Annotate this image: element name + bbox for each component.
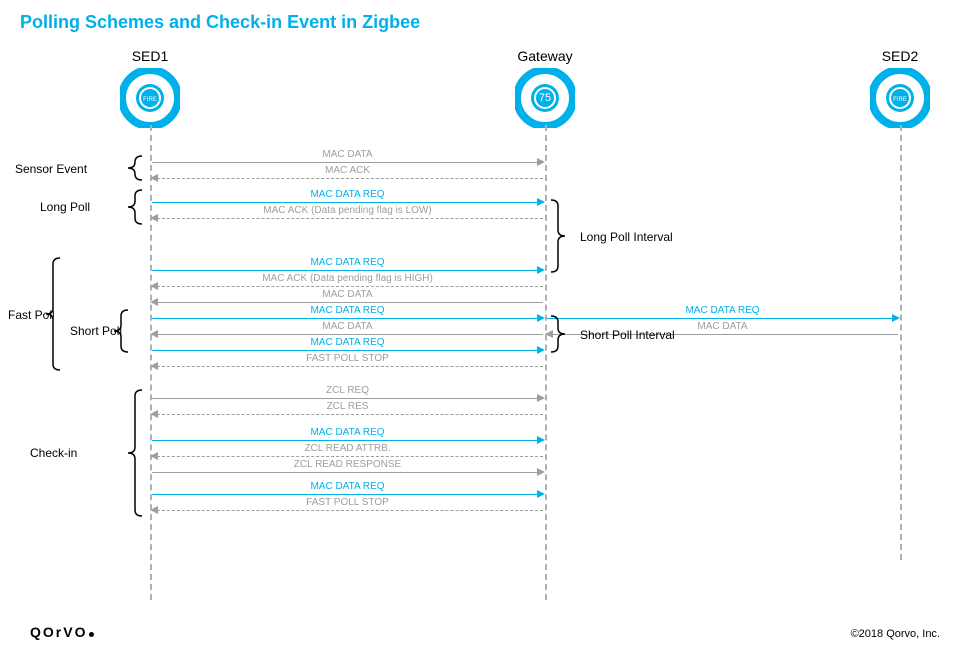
message: FAST POLL STOP [150,366,545,367]
page-title: Polling Schemes and Check-in Event in Zi… [20,12,420,33]
message: MAC DATA REQ [150,494,545,495]
brace-label: Short Poll Interval [580,328,675,342]
copyright-text: ©2018 Qorvo, Inc. [851,628,940,640]
message-label: MAC ACK (Data pending flag is HIGH) [262,273,433,284]
sed2-icon: FIRE [870,68,930,133]
message: FAST POLL STOP [150,510,545,511]
message-label: MAC DATA REQ [310,189,384,200]
entity-sed1-label: SED1 [132,48,169,64]
sed1-icon: FIRE [120,68,180,133]
message-label: MAC ACK (Data pending flag is LOW) [263,205,431,216]
svg-text:FIRE: FIRE [893,97,907,103]
message: MAC DATA REQ [545,318,900,319]
message-label: MAC DATA REQ [685,305,759,316]
message: MAC DATA REQ [150,440,545,441]
message-label: ZCL REQ [326,385,369,396]
lifeline-gateway [545,125,547,600]
message: ZCL READ RESPONSE [150,472,545,473]
brace-label: Long Poll [40,200,90,214]
message: ZCL RES [150,414,545,415]
message: MAC DATA REQ [150,270,545,271]
brace-label: Short Poll [70,324,122,338]
message: MAC DATA REQ [150,350,545,351]
message-label: MAC ACK [325,165,370,176]
brace-label: Check-in [30,446,77,460]
message-label: MAC DATA [322,321,372,332]
message: MAC DATA [150,302,545,303]
message-label: MAC DATA REQ [310,257,384,268]
message: MAC ACK (Data pending flag is HIGH) [150,286,545,287]
message: MAC DATA [150,334,545,335]
message-label: MAC DATA [322,149,372,160]
message: MAC DATA [150,162,545,163]
brace-label: Fast Poll [8,308,55,322]
message-label: ZCL RES [327,401,369,412]
message: MAC DATA REQ [150,202,545,203]
message: MAC DATA REQ [150,318,545,319]
message-label: ZCL READ RESPONSE [294,459,401,470]
message: ZCL REQ [150,398,545,399]
brace-label: Sensor Event [15,162,87,176]
message: ZCL READ ATTRB. [150,456,545,457]
logo-text: QOrVO [30,624,94,640]
message-label: FAST POLL STOP [306,497,389,508]
entity-sed2-label: SED2 [882,48,919,64]
svg-text:75: 75 [539,92,551,104]
message-label: MAC DATA [322,289,372,300]
message-label: FAST POLL STOP [306,353,389,364]
message-label: MAC DATA REQ [310,427,384,438]
brace-label: Long Poll Interval [580,230,673,244]
lifeline-sed2 [900,125,902,560]
message: MAC ACK [150,178,545,179]
message: MAC ACK (Data pending flag is LOW) [150,218,545,219]
svg-text:FIRE: FIRE [143,97,157,103]
entity-gateway-label: Gateway [517,48,572,64]
gateway-icon: 75 [515,68,575,133]
message-label: MAC DATA REQ [310,481,384,492]
message-label: MAC DATA REQ [310,305,384,316]
message-label: MAC DATA REQ [310,337,384,348]
message-label: MAC DATA [697,321,747,332]
message-label: ZCL READ ATTRB. [304,443,390,454]
